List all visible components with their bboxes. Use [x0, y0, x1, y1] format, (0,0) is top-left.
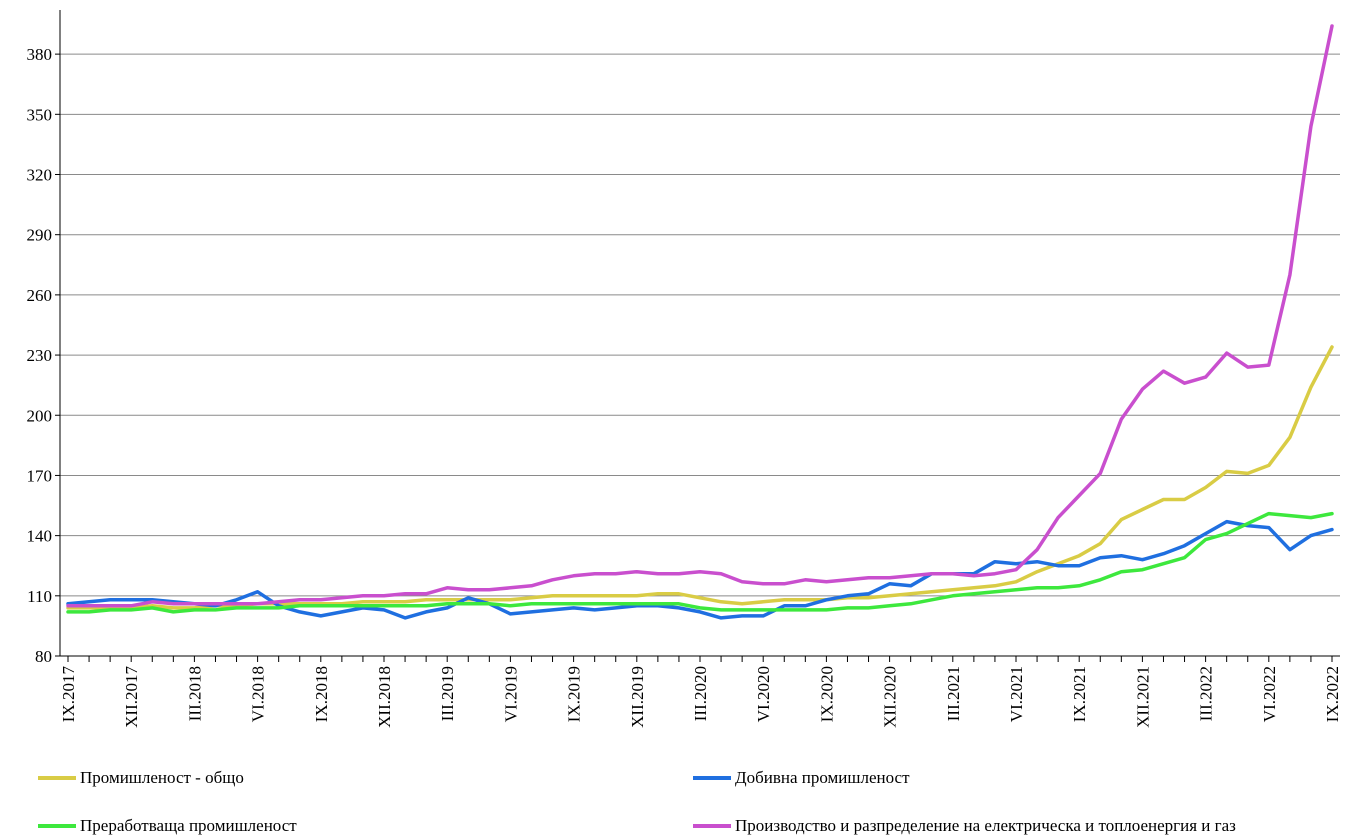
x-tick-label-IX.2020: IX.2020	[817, 666, 836, 722]
x-tick-label-XII.2019: XII.2019	[628, 666, 647, 728]
x-tick-label-III.2020: III.2020	[691, 666, 710, 721]
x-tick-label-VI.2022: VI.2022	[1260, 666, 1279, 722]
x-tick-label-IX.2019: IX.2019	[565, 666, 584, 722]
x-tick-label-VI.2019: VI.2019	[501, 666, 520, 722]
y-tick-label-140: 140	[27, 527, 53, 546]
x-tick-label-VI.2018: VI.2018	[249, 666, 268, 722]
y-tick-label-80: 80	[35, 647, 52, 666]
y-tick-label-230: 230	[27, 346, 53, 365]
x-tick-label-XII.2021: XII.2021	[1133, 666, 1152, 728]
x-tick-label-XII.2018: XII.2018	[375, 666, 394, 728]
legend-label-mining: Добивна промишленост	[735, 768, 910, 787]
legend-item-mining: Добивна промишленост	[693, 768, 910, 788]
y-tick-label-110: 110	[27, 587, 52, 606]
legend-swatch-electricity	[693, 824, 731, 828]
line-chart: 80 110 140 170 200 230 260 290 320 350 380 IX.2017…	[27, 10, 1342, 728]
x-tick-label-III.2022: III.2022	[1197, 666, 1216, 721]
x-tick-label-XII.2020: XII.2020	[881, 666, 900, 728]
x-tick-label-XII.2017: XII.2017	[122, 666, 141, 728]
legend-label-electricity: Производство и разпределение на електрич…	[735, 816, 1236, 835]
legend-swatch-industry-total	[38, 776, 76, 780]
legend-item-electricity: Производство и разпределение на електрич…	[693, 816, 1236, 836]
axes	[55, 10, 1340, 662]
y-tick-labels: 80 110 140 170 200 230 260 290 320 350 380	[27, 45, 53, 666]
y-tick-label-350: 350	[27, 105, 53, 124]
gridlines	[60, 53, 1340, 597]
x-tick-label-IX.2022: IX.2022	[1323, 666, 1342, 722]
legend-item-manufacturing: Преработваща промишленост	[38, 816, 297, 836]
x-tick-label-VI.2020: VI.2020	[754, 666, 773, 722]
y-tick-label-380: 380	[27, 45, 53, 64]
series-lines	[66, 24, 1334, 620]
x-tick-label-IX.2021: IX.2021	[1070, 666, 1089, 722]
y-tick-label-290: 290	[27, 226, 53, 245]
series-line-3	[66, 24, 1334, 608]
y-tick-label-320: 320	[27, 166, 53, 185]
series-line-2	[66, 511, 1334, 614]
x-tick-label-IX.2018: IX.2018	[312, 666, 331, 722]
y-tick-label-170: 170	[27, 466, 53, 485]
legend-label-manufacturing: Преработваща промишленост	[80, 816, 297, 835]
x-tick-label-III.2021: III.2021	[944, 666, 963, 721]
y-tick-label-260: 260	[27, 286, 53, 305]
legend-swatch-manufacturing	[38, 824, 76, 828]
legend-label-industry-total: Промишленост - общо	[80, 768, 244, 787]
series-line-1	[66, 519, 1334, 620]
x-tick-labels: IX.2017 XII.2017 III.2018 VI.2018 IX.2018 XII…	[59, 666, 1342, 728]
x-tick-label-VI.2021: VI.2021	[1007, 666, 1026, 722]
x-tick-label-III.2019: III.2019	[438, 666, 457, 721]
legend-item-industry-total: Промишленост - общо	[38, 768, 244, 788]
legend-swatch-mining	[693, 776, 731, 780]
x-tick-label-IX.2017: IX.2017	[59, 666, 78, 723]
x-tick-label-III.2018: III.2018	[185, 666, 204, 721]
y-tick-label-200: 200	[27, 406, 53, 425]
legend: Промишленост - общо Добивна промишленост…	[0, 760, 1347, 837]
